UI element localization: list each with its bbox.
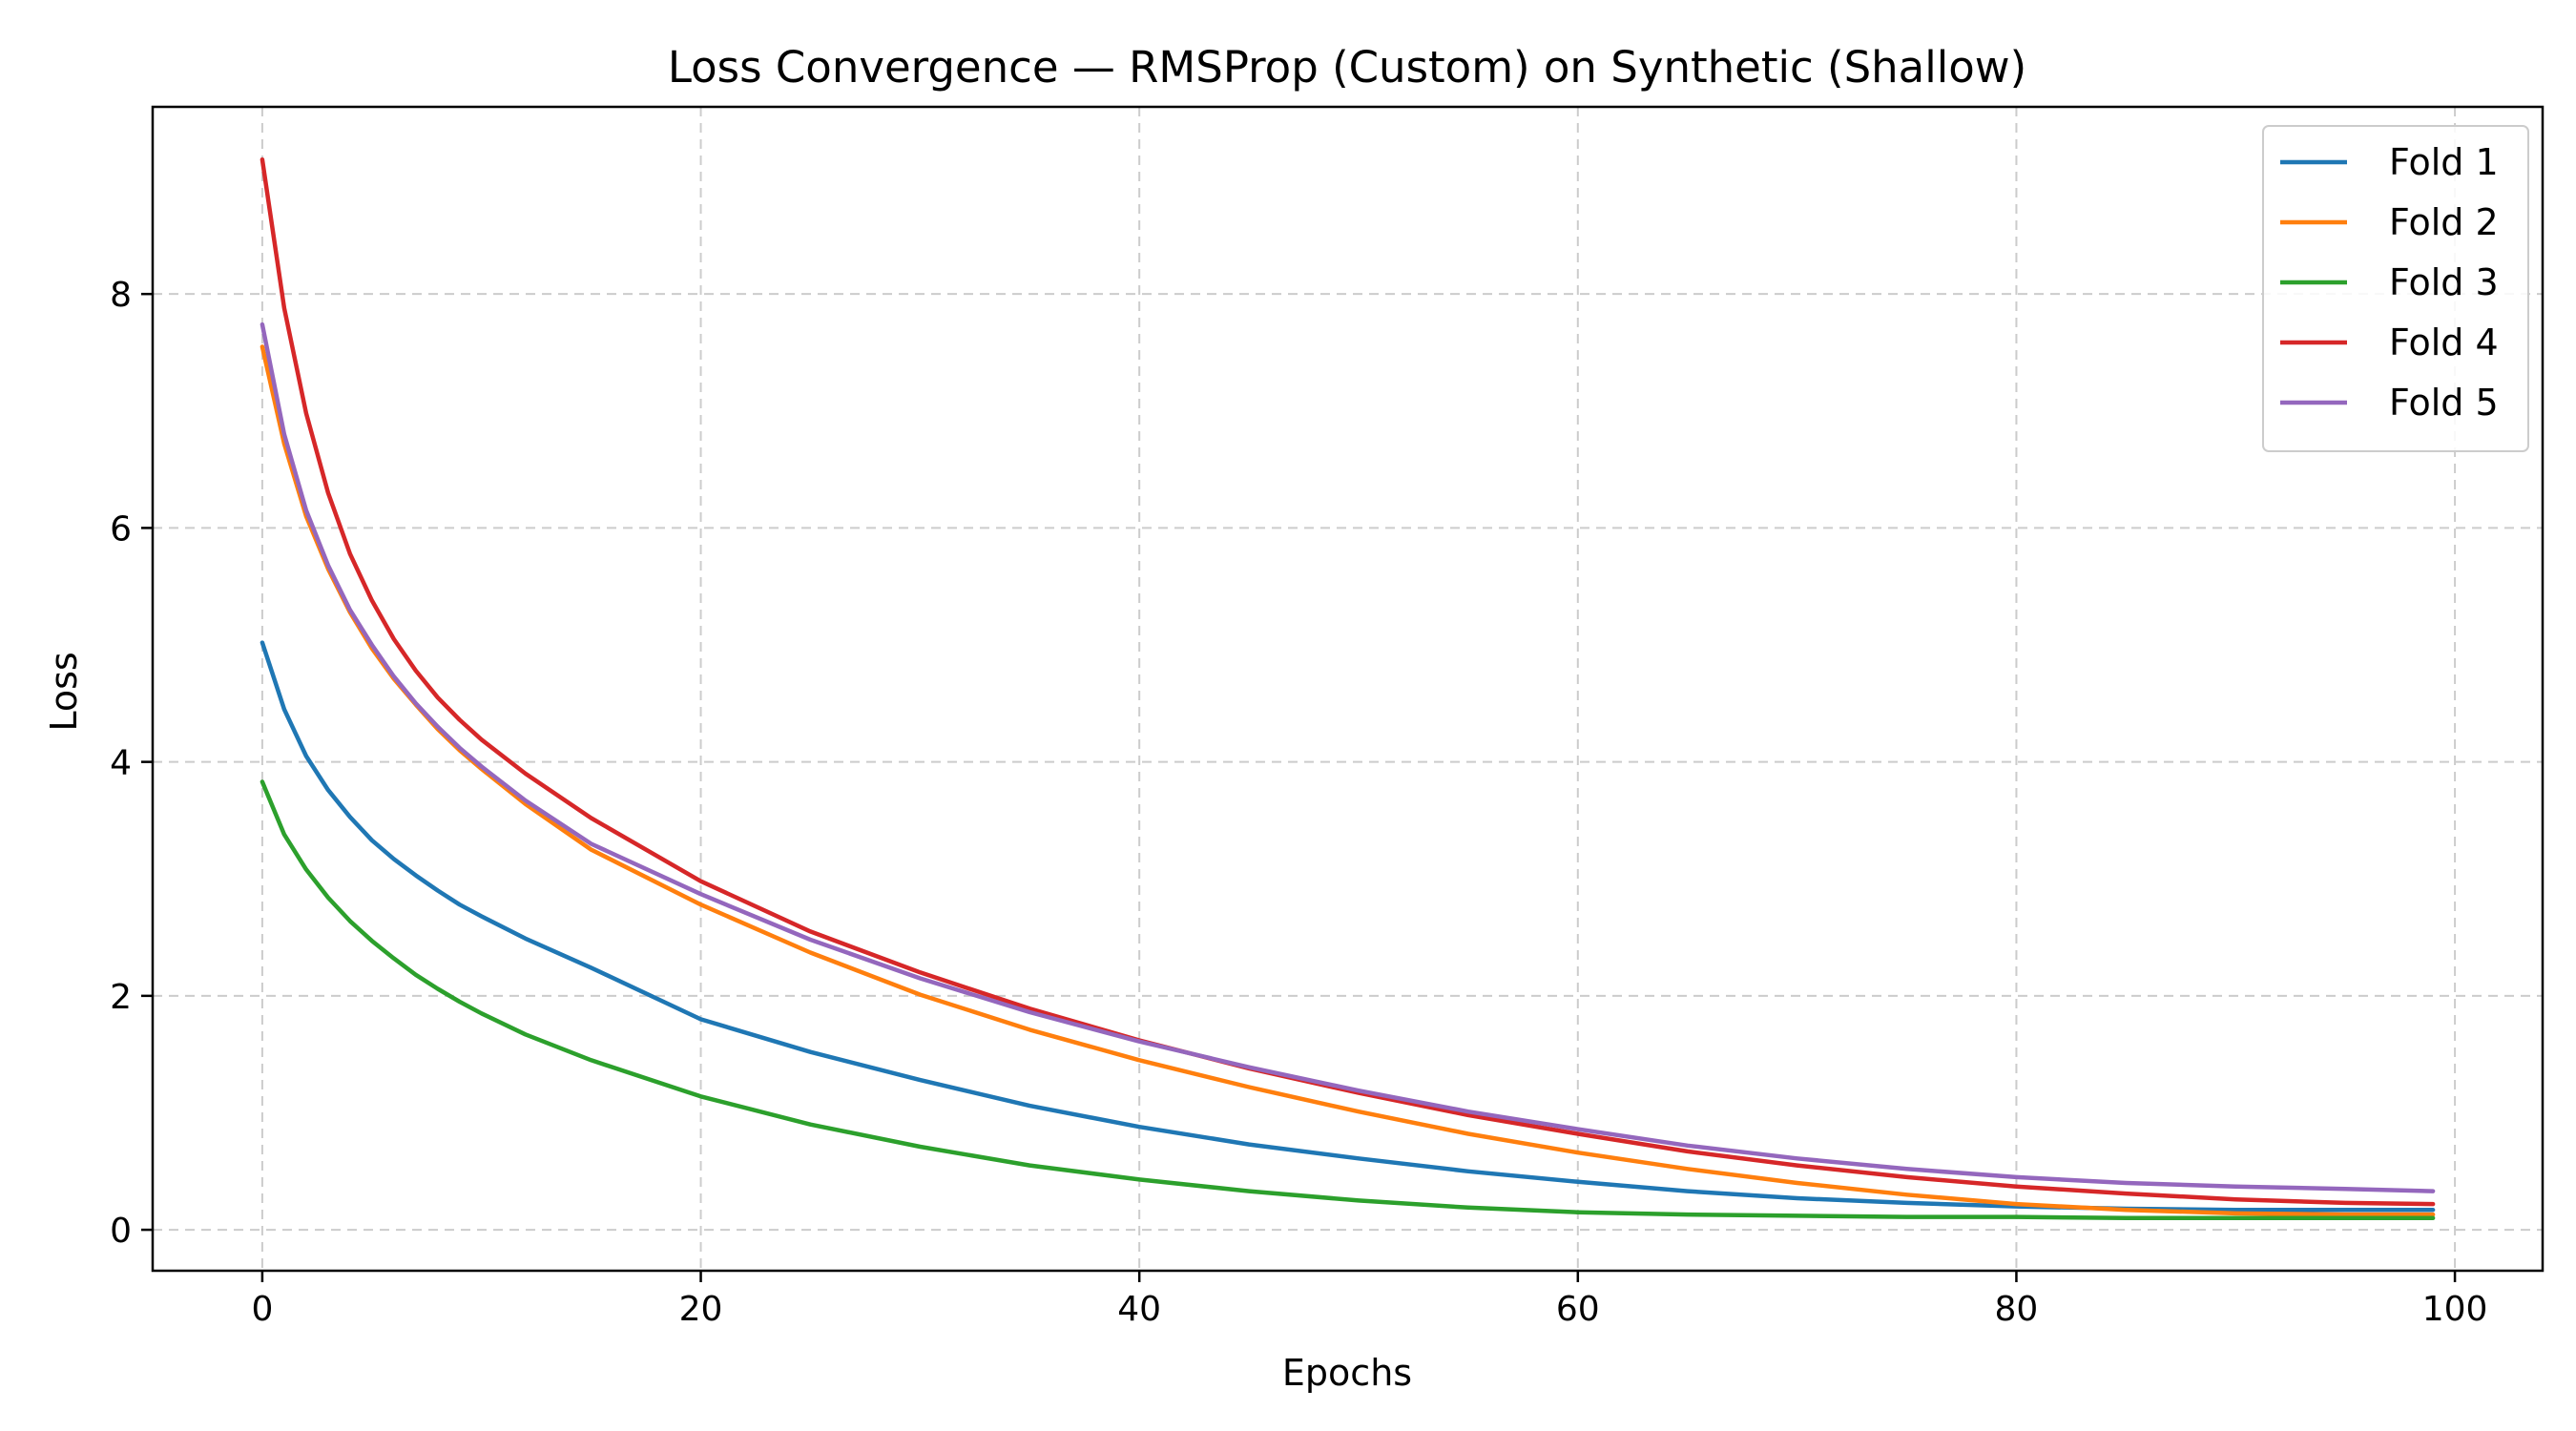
x-tick-label: 60 — [1556, 1290, 1600, 1329]
series-line-fold-1 — [260, 640, 2436, 1213]
chart-title: Loss Convergence — RMSProp (Custom) on S… — [668, 42, 2026, 93]
legend-label-fold-3: Fold 3 — [2389, 261, 2499, 303]
x-axis-label: Epochs — [1282, 1352, 1412, 1394]
y-tick-label: 6 — [110, 509, 132, 549]
legend-label-fold-1: Fold 1 — [2389, 141, 2499, 183]
x-tick-label: 20 — [679, 1290, 723, 1329]
y-axis-label: Loss — [43, 652, 85, 731]
axis-ticks: 0 20 40 60 80 100 0 2 4 6 8 — [110, 276, 2487, 1329]
series-lines — [260, 156, 2436, 1221]
y-tick-label: 2 — [110, 978, 132, 1017]
x-tick-label: 40 — [1117, 1290, 1161, 1329]
y-tick-label: 8 — [110, 276, 132, 315]
series-line-fold-3 — [260, 779, 2436, 1221]
plot-area-frame — [151, 105, 2545, 1273]
legend-label-fold-4: Fold 4 — [2389, 321, 2499, 363]
y-tick-label: 0 — [110, 1212, 132, 1251]
legend-label-fold-2: Fold 2 — [2389, 201, 2499, 243]
x-tick-label: 80 — [1995, 1290, 2039, 1329]
x-tick-label: 100 — [2422, 1290, 2488, 1329]
legend-label-fold-5: Fold 5 — [2389, 382, 2499, 424]
legend-box — [2262, 125, 2529, 452]
grid-lines — [153, 107, 2543, 1271]
series-line-fold-5 — [260, 321, 2436, 1193]
y-tick-label: 4 — [110, 744, 132, 783]
series-line-fold-4 — [260, 156, 2436, 1207]
x-tick-label: 0 — [251, 1290, 273, 1329]
legend: Fold 1 Fold 2 Fold 3 Fold 4 Fold 5 — [2262, 125, 2529, 452]
